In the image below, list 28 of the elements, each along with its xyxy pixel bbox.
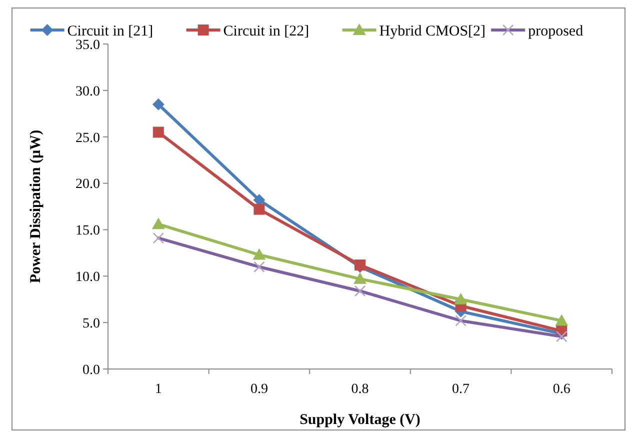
legend-label: Circuit in [21] xyxy=(67,23,154,40)
point xyxy=(252,248,266,260)
point xyxy=(152,218,165,230)
legend-label: Hybrid CMOS[2] xyxy=(379,23,486,40)
point xyxy=(152,126,164,138)
y-tick-label: 20.0 xyxy=(76,177,100,192)
y-tick-label: 0.0 xyxy=(82,362,100,378)
x-tick-label: 0.7 xyxy=(452,382,470,397)
x-axis-title: Supply Voltage (V) xyxy=(300,412,420,428)
x-tick-label: 0.6 xyxy=(552,382,570,397)
y-axis-title: Power Dissipation (μW) xyxy=(28,130,44,284)
point xyxy=(354,272,366,284)
point xyxy=(454,292,468,304)
x-tick-label: 0.8 xyxy=(351,382,369,397)
point xyxy=(354,260,366,270)
legend-label: proposed xyxy=(528,23,584,40)
point xyxy=(254,204,265,215)
x-tick-label: 0.9 xyxy=(250,382,268,397)
x-tick-label: 1 xyxy=(154,382,162,397)
legend-label: Circuit in [22] xyxy=(223,23,310,40)
y-tick-label: 30.0 xyxy=(76,84,100,100)
point xyxy=(555,314,568,326)
y-tick-label: 25.0 xyxy=(76,130,100,146)
y-tick-label: 35.0 xyxy=(76,38,100,53)
y-tick-label: 5.0 xyxy=(82,316,100,332)
point xyxy=(152,98,164,110)
y-tick-label: 15.0 xyxy=(76,224,100,239)
y-tick-label: 10.0 xyxy=(76,270,100,286)
